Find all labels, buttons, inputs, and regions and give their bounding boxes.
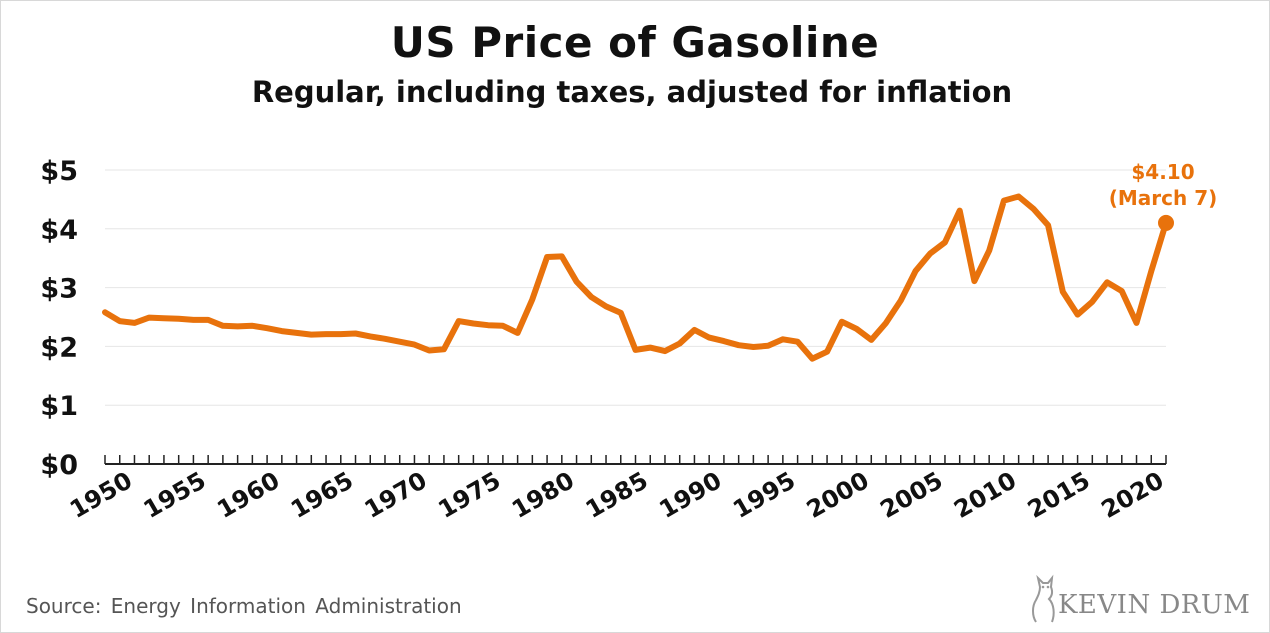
x-axis-labels: 1950 1955 1960 1965 1970 1975 1980 1985 1990 1995… (65, 466, 1168, 524)
series (102, 193, 1169, 362)
annotation-dot (1158, 214, 1174, 231)
y-tick-label: $0 (40, 450, 78, 481)
annotation-value: $4.10 (1131, 160, 1194, 184)
x-tick-label: 2020 (1097, 466, 1169, 524)
series-line (102, 193, 1169, 362)
kevin-drum-logo: KEVIN DRUM (1030, 568, 1250, 624)
x-tick-label: 1975 (433, 466, 505, 524)
x-tick-label: 1990 (655, 466, 727, 524)
x-tick-label: 1960 (212, 466, 284, 524)
x-tick-label: 1970 (360, 466, 432, 524)
gridlines (105, 169, 1166, 406)
y-tick-label: $3 (40, 274, 78, 305)
annotations: $4.10(March 7) (1109, 160, 1218, 231)
x-tick-label: 1955 (139, 466, 211, 524)
y-tick-label: $1 (40, 391, 78, 422)
chart-subtitle: Regular, including taxes, adjusted for i… (251, 75, 1013, 109)
source-note: Source: Energy Information Administratio… (26, 594, 462, 618)
x-tick-label: 2015 (1023, 466, 1095, 524)
y-tick-label: $4 (40, 215, 78, 246)
y-tick-label: $5 (40, 156, 78, 187)
x-tick-label: 1995 (728, 466, 800, 524)
line-chart: $0 $1 $2 $3 $4 $5 1950 1955 1960 1965 1970 1975 198… (40, 156, 1218, 524)
y-axis-labels: $0 $1 $2 $3 $4 $5 (40, 156, 78, 481)
x-tick-label: 1965 (286, 466, 358, 524)
x-tick-label: 1980 (507, 466, 579, 524)
x-tick-label: 2010 (949, 466, 1021, 524)
logo-text: KEVIN DRUM (1058, 590, 1251, 620)
x-tick-label: 1985 (581, 466, 653, 524)
cat-icon (1032, 574, 1055, 623)
x-tick-label: 2005 (876, 466, 948, 524)
y-tick-label: $2 (40, 332, 78, 363)
x-axis (104, 455, 1167, 465)
chart-title: US Price of Gasoline (390, 18, 880, 67)
annotation-date: (March 7) (1109, 186, 1218, 210)
x-tick-label: 2000 (802, 466, 874, 524)
